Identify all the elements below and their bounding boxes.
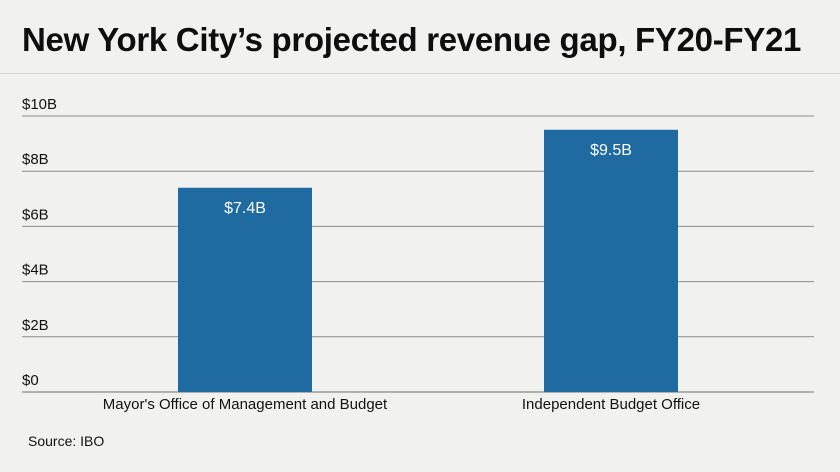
bar-value-label: $7.4B — [224, 200, 266, 217]
x-category-label: Independent Budget Office — [522, 396, 700, 413]
y-tick-label: $10B — [22, 96, 57, 113]
chart-title: New York City’s projected revenue gap, F… — [22, 21, 802, 58]
source-note: Source: IBO — [28, 433, 105, 449]
y-tick-label: $4B — [22, 262, 49, 279]
x-category-label: Mayor's Office of Management and Budget — [103, 396, 388, 413]
y-tick-label: $2B — [22, 317, 49, 334]
y-tick-label: $6B — [22, 206, 49, 223]
y-tick-label: $0 — [22, 372, 39, 389]
title-divider — [0, 73, 840, 74]
y-tick-label: $8B — [22, 151, 49, 168]
bar-value-label: $9.5B — [590, 142, 632, 159]
bar — [544, 129, 678, 393]
bar — [178, 187, 312, 392]
